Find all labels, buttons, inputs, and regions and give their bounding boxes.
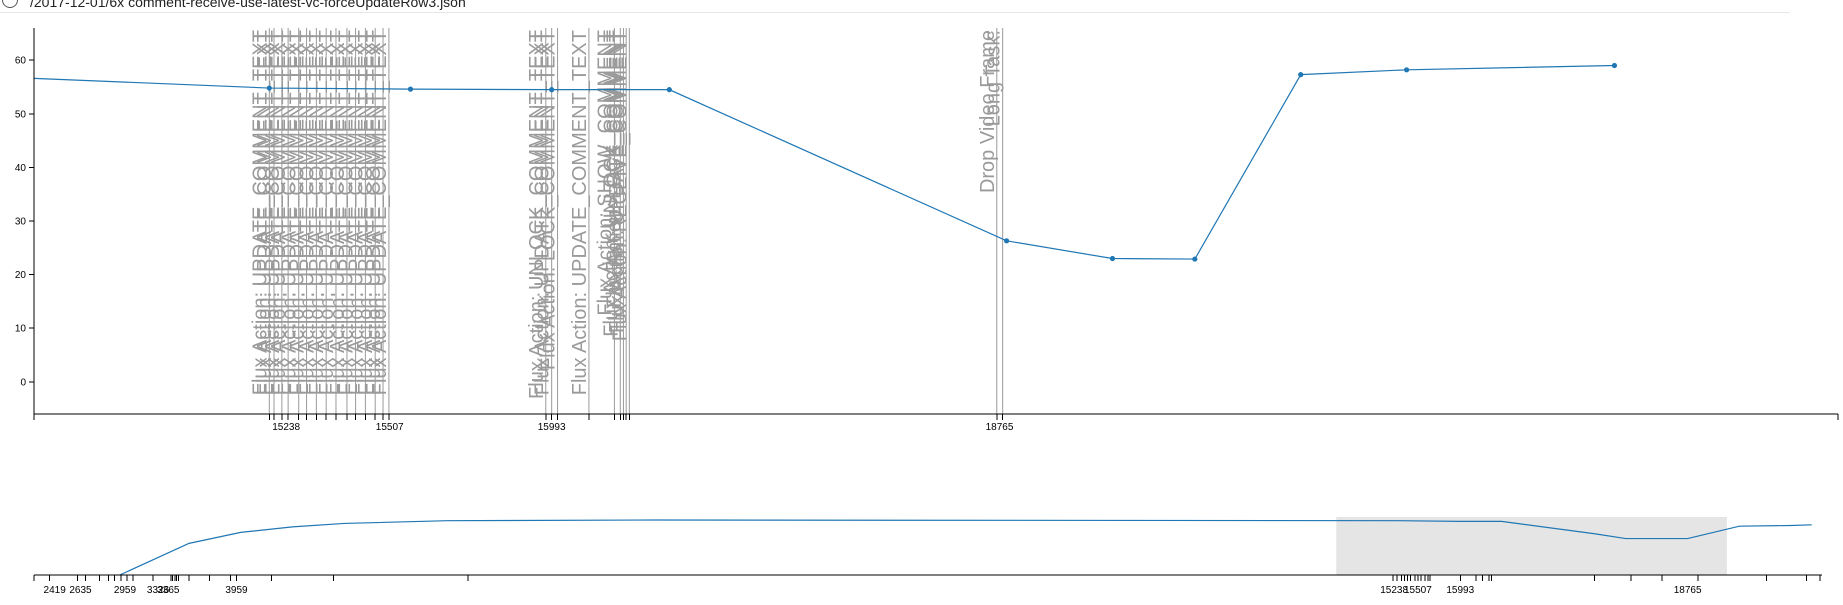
x-tick-label: 15993 bbox=[538, 422, 566, 433]
annotation-label: Flux Action: UPDATE_COMMENT_TEXT bbox=[345, 30, 367, 395]
y-tick-label: 10 bbox=[15, 324, 27, 335]
annotation-label: Flux Action: UPDATE_COMMENT bbox=[606, 30, 628, 333]
brush-selection[interactable] bbox=[1336, 517, 1727, 575]
annotation-label: Flux Action: UPDATE_COMMENT_TEXT bbox=[306, 30, 328, 395]
data-point bbox=[1003, 238, 1010, 244]
overview-series-line bbox=[119, 519, 1812, 576]
y-tick-label: 20 bbox=[15, 270, 27, 281]
annotation-label: Flux Action: UPDATE_COMMENT_TEXT bbox=[316, 30, 338, 395]
overview-x-tick-label: 18765 bbox=[1674, 585, 1702, 596]
annotation-label: Flux Action: UPDATE_COMMENT_TEXT bbox=[254, 30, 276, 395]
overview-x-tick-label: 3326 bbox=[147, 585, 170, 596]
data-point bbox=[1404, 67, 1410, 73]
y-tick-label: 40 bbox=[15, 163, 27, 174]
annotation-label: Drop Video Frame bbox=[977, 30, 999, 193]
annotation-label: Flux Action: UPDATE_COMMENT_TEXT bbox=[262, 30, 284, 395]
x-tick-label: 15238 bbox=[272, 422, 300, 433]
data-point bbox=[1192, 256, 1198, 262]
annotation-label: Flux Action: UPDATE_COMMENT_TEXT bbox=[336, 30, 358, 395]
annotation-label: Flux Action: UNLOCK_COMMENT_TEXT bbox=[526, 30, 548, 399]
annotation-label: Flux Action: UPDATE_COMMENT_TEXT bbox=[249, 30, 271, 395]
data-point bbox=[549, 87, 555, 93]
overview-x-tick-label: 2419 bbox=[44, 585, 67, 596]
overview-series bbox=[119, 519, 1812, 576]
annotation-label: Flux Action: UPDATE_COMMENT_TEXT bbox=[355, 30, 377, 395]
annotation-label: Flux Action: UPDATE_COMMENT_TEXT bbox=[287, 30, 309, 395]
annotation-label: Flux Action: UPDATE_COMMENT_TEXT bbox=[327, 30, 349, 395]
y-tick-label: 50 bbox=[15, 109, 27, 120]
annotation-label: Flux Action: UPDATE_COMMENT_TEXT bbox=[369, 30, 391, 395]
data-point bbox=[407, 86, 414, 92]
annotation-label: Flux Action: RECEIVE_COMMENT bbox=[609, 30, 631, 341]
data-point bbox=[1298, 72, 1304, 78]
annotation-label: Flux Action: UPDATE_COMMENT_TEXT bbox=[268, 30, 290, 395]
overview-x-tick-label: 3365 bbox=[157, 585, 180, 596]
main-series bbox=[33, 62, 1618, 262]
data-point bbox=[1611, 62, 1618, 69]
annotation-label: Flux Action: LOCK_COMMENT bbox=[603, 30, 625, 308]
y-tick-label: 30 bbox=[15, 217, 27, 228]
x-axis: 15238 15507 15993 18765 bbox=[33, 413, 1839, 433]
annotation-label: Long Task: bbox=[983, 30, 1005, 126]
overview-x-tick-label: 2635 bbox=[69, 585, 92, 596]
data-point bbox=[666, 87, 672, 93]
y-axis: 0 10 20 30 40 50 60 bbox=[15, 28, 35, 414]
data-point bbox=[1109, 255, 1116, 262]
x-tick-label: 18765 bbox=[986, 422, 1014, 433]
overview-x-tick-label: 15507 bbox=[1404, 585, 1432, 596]
data-point bbox=[266, 85, 272, 91]
file-selector[interactable]: /2017-12-01/6x comment-receive-use-lates… bbox=[0, 0, 1790, 13]
annotation-label: Flux Action: UNLOCK_COMMENT bbox=[600, 30, 622, 337]
annotation-label: Flux Action: SHOW_COMMENT bbox=[594, 30, 616, 316]
x-tick-label: 15507 bbox=[376, 422, 404, 433]
annotation-label: Flux Action: UPDATE_COMMENT_TEXT bbox=[279, 30, 301, 395]
annotation-label: Flux Action: UPDATE_COMMENT_TEXT bbox=[296, 30, 318, 395]
annotation-label: Flux Action: UPDATE_COMMENT_TEXT bbox=[569, 30, 591, 395]
overview-x-tick-label: 2959 bbox=[114, 585, 137, 596]
y-tick-label: 60 bbox=[15, 56, 27, 67]
y-tick-label: 0 bbox=[20, 377, 26, 388]
annotation-label: Flux Action: LOCK_COMMENT_TEXT bbox=[538, 30, 560, 370]
annotation-label: Flux Action: UPDATE_COMMENT_TEXT bbox=[363, 30, 385, 395]
overview-x-tick-label: 3959 bbox=[225, 585, 248, 596]
file-path: /2017-12-01/6x comment-receive-use-lates… bbox=[30, 0, 466, 10]
overview-x-tick-label: 15993 bbox=[1446, 585, 1474, 596]
overview-x-tick-label: 15238 bbox=[1380, 585, 1408, 596]
annotation-label: Flux Action: UPDATE_COMMENT_TEXT bbox=[532, 30, 554, 395]
